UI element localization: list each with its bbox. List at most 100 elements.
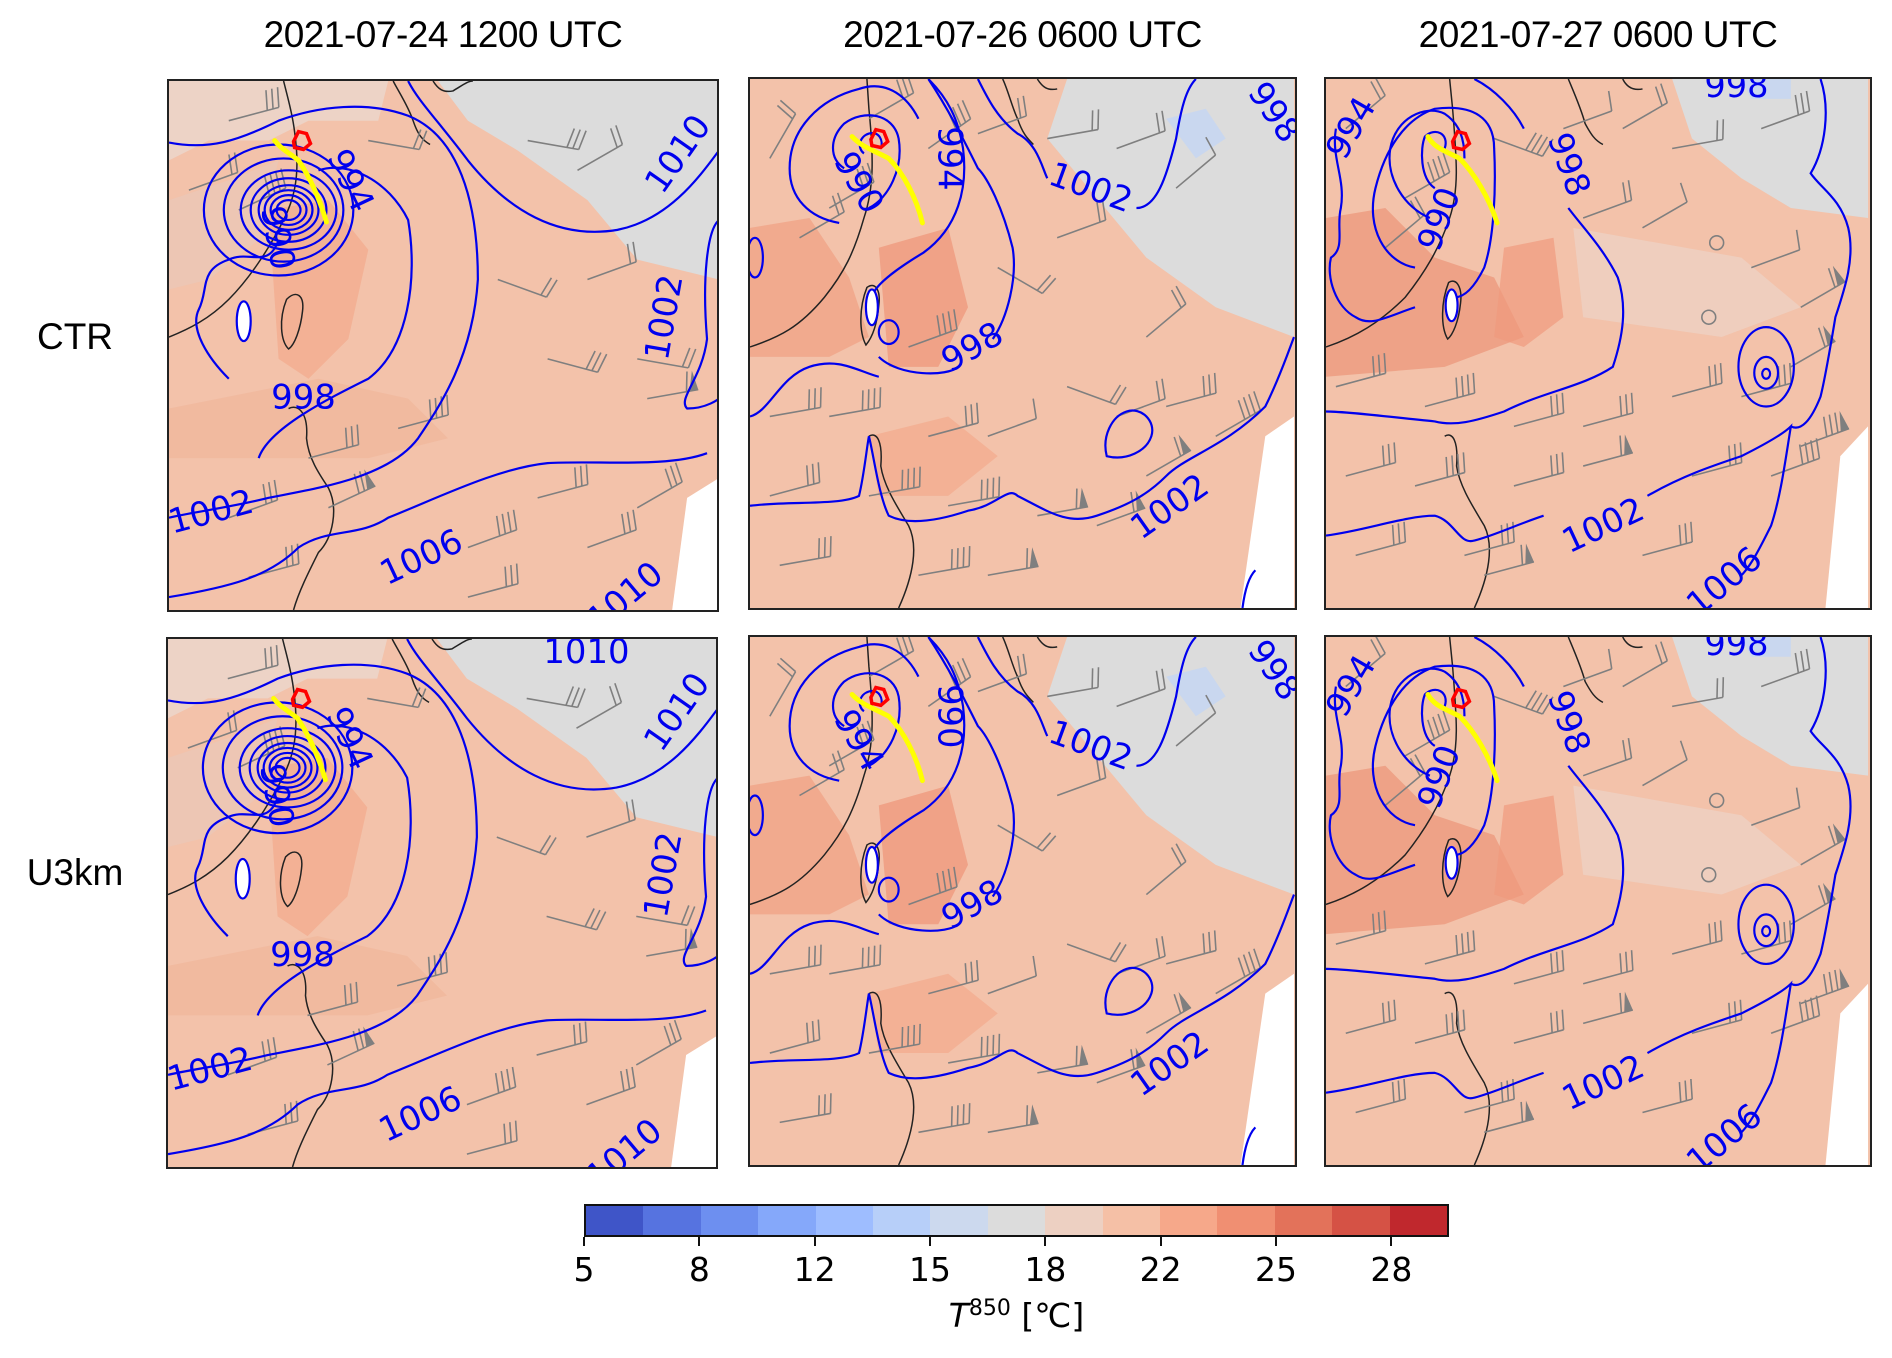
temperature-shading-patch	[437, 639, 716, 837]
wind-barb	[987, 1104, 1039, 1134]
wind-barb	[1582, 737, 1633, 777]
wind-barb	[1355, 521, 1407, 557]
isobar-contour	[235, 300, 252, 343]
coastline	[868, 434, 915, 608]
isobar-contour	[788, 643, 920, 782]
wind-barb	[467, 509, 518, 549]
wind-barb	[547, 350, 608, 374]
calm-wind-marker	[1708, 792, 1725, 809]
wind-barb	[799, 750, 845, 797]
temperature-shading-patch	[1741, 637, 1791, 657]
wind-barb	[1582, 434, 1634, 467]
wind-barb	[1622, 83, 1669, 130]
wind-barb	[228, 479, 279, 519]
wind-barb	[779, 536, 832, 567]
colorbar-tick-label: 15	[909, 1250, 951, 1289]
isobar-contour	[407, 81, 717, 233]
coastline	[391, 639, 472, 704]
colorbar-tick	[1159, 1237, 1162, 1246]
colorbar-label: T850 [℃]	[584, 1296, 1449, 1335]
isobar-contour	[1737, 883, 1795, 965]
map-panel-ctr-0727: 994 990 998 998 1002 1006	[1324, 77, 1872, 610]
wind-barb	[1493, 132, 1554, 157]
wind-barb	[1215, 948, 1262, 995]
red-marker	[1450, 687, 1472, 710]
wind-barb	[868, 79, 915, 120]
isobar-contour	[1420, 130, 1447, 190]
isobar-contour	[750, 362, 880, 418]
wind-barb	[1056, 200, 1107, 239]
isobar-contour	[256, 741, 319, 794]
isobar-contour	[683, 220, 717, 410]
wind-barb	[769, 99, 797, 159]
colorbar-bin-3	[758, 1206, 816, 1235]
isobar-contour	[1444, 845, 1459, 880]
coastline	[1567, 79, 1643, 146]
red-marker	[290, 687, 312, 710]
isobar-contour	[878, 79, 1015, 375]
wind-barb	[927, 100, 972, 150]
wind-barb	[1672, 677, 1725, 708]
wind-barb	[1116, 668, 1166, 708]
wind-barb	[1414, 1009, 1466, 1044]
wind-barb	[1424, 372, 1476, 408]
wind-barb	[1691, 999, 1743, 1035]
colorbar-bin-14	[1389, 1206, 1448, 1235]
wind-barb	[537, 464, 589, 499]
coastline	[1441, 838, 1462, 898]
wind-barb	[1582, 392, 1634, 428]
temperature-shading-patch	[1047, 637, 1295, 895]
wind-barb	[586, 1066, 636, 1106]
wind-barb	[1037, 487, 1089, 517]
temperature-shading-patch	[1825, 983, 1869, 1165]
wind-barb	[1582, 991, 1634, 1025]
wind-barb	[1165, 930, 1217, 965]
wind-barb	[948, 1033, 1001, 1064]
isobar-contour	[788, 85, 920, 224]
isobar-contour	[1371, 664, 1496, 857]
coastline	[279, 851, 303, 908]
isobar-contour	[274, 756, 301, 779]
colorbar-tick-label: 22	[1139, 1250, 1182, 1289]
isobar-contour	[257, 184, 320, 236]
wind-barb	[829, 944, 882, 975]
wind-barb	[587, 241, 637, 281]
isobar-contour	[269, 194, 308, 227]
colorbar-bin-9	[1102, 1206, 1161, 1235]
wind-barb	[1800, 968, 1850, 1005]
wind-barb	[1464, 521, 1515, 557]
coastline	[1441, 280, 1462, 341]
temperature-shading-patch	[1047, 79, 1295, 338]
isobar-contour	[238, 727, 337, 809]
wind-barb	[1047, 109, 1100, 140]
wind-barb	[1335, 910, 1387, 945]
wind-barb	[1345, 442, 1397, 477]
wind-barb	[828, 720, 875, 767]
row-label-u3km: U3km	[26, 852, 124, 893]
wind-barb	[1582, 180, 1633, 219]
isobar-label: 998	[1704, 637, 1768, 663]
colorbar-tick-label: 5	[573, 1250, 595, 1289]
wind-barb	[868, 466, 921, 497]
typhoon-track	[1425, 134, 1500, 226]
isobar-contour	[750, 919, 880, 975]
coastline	[288, 406, 335, 610]
wind-barb	[769, 944, 822, 975]
wind-barb	[1345, 637, 1386, 688]
wind-barb	[908, 866, 958, 906]
wind-barb	[1671, 920, 1723, 955]
wind-barb	[396, 952, 449, 987]
wind-barb	[1404, 710, 1451, 757]
map-panel-u3km-0724: 994 990 998 1002 1006 1010 1002 1010 1010	[166, 637, 718, 1169]
wind-barb	[1563, 90, 1613, 130]
colorbar-label-unit: [℃]	[1010, 1296, 1085, 1335]
wind-barb	[987, 398, 1038, 438]
isobar-contour	[221, 715, 344, 821]
wind-barb	[829, 387, 882, 418]
wind-barb	[1116, 378, 1166, 418]
wind-barb	[948, 476, 1001, 507]
colorbar-tick-label: 18	[1024, 1250, 1067, 1289]
wind-barb	[918, 1103, 971, 1134]
